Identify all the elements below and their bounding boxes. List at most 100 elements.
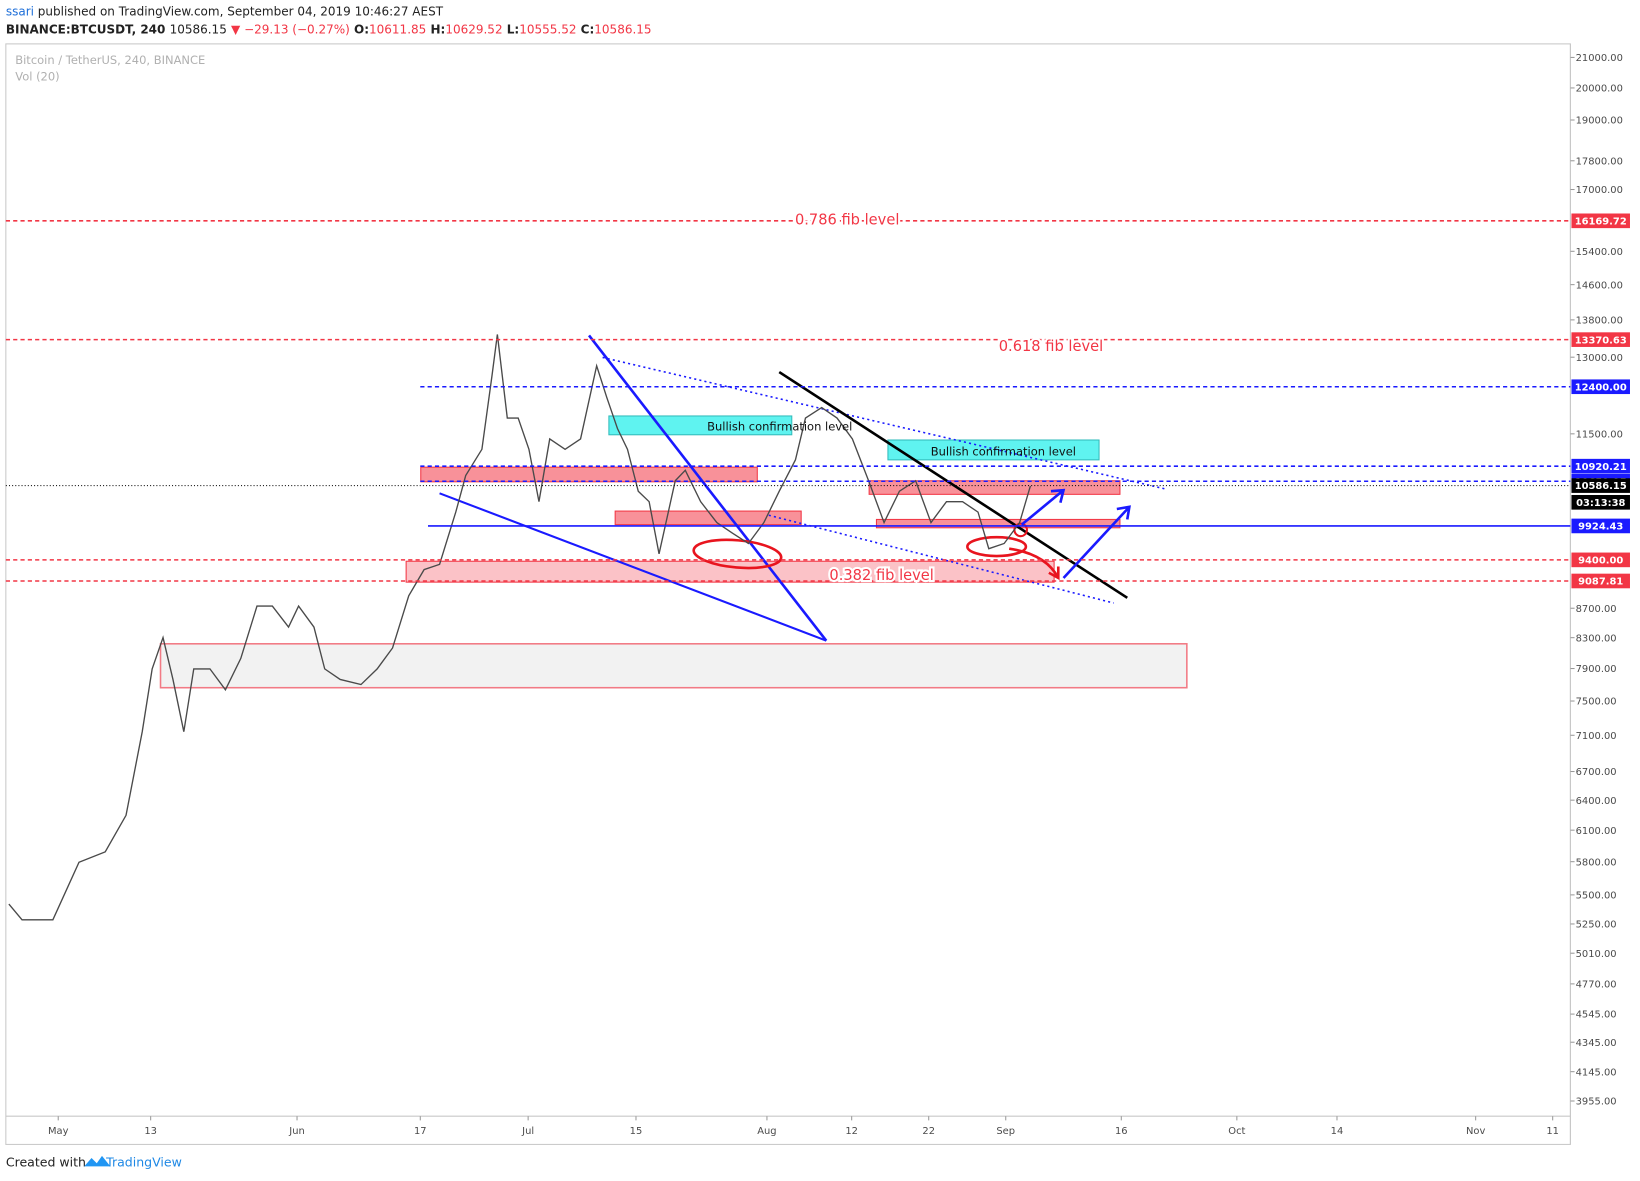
confirmation-box (887, 439, 1100, 461)
x-tick-label: 22 (922, 1126, 935, 1137)
arrow-head (1048, 566, 1060, 581)
zone-box (868, 480, 1121, 495)
y-tick-label: 7900.00 (1576, 664, 1617, 675)
countdown-badge (1571, 494, 1630, 510)
x-tick-label: Sep (996, 1126, 1015, 1137)
levels-layer: 16169.7213370.6312400.0010920.2110659.95… (5, 213, 1630, 589)
x-tick-label: May (48, 1126, 69, 1137)
trend-line (602, 356, 1167, 490)
y-tick-label: 21000.00 (1576, 53, 1623, 64)
y-tick-label: 17000.00 (1576, 185, 1623, 196)
level-label: 9087.81 (1578, 577, 1623, 588)
y-tick-label: 20000.00 (1576, 84, 1623, 95)
level-badge (1571, 518, 1630, 534)
arrow (1008, 547, 1060, 579)
y-tick-label: 8700.00 (1576, 604, 1617, 615)
arrow (1062, 505, 1131, 579)
ohlc-value: 10611.85 (369, 22, 426, 36)
x-tick-label: 15 (630, 1126, 643, 1137)
axis-layer: 21000.00 20000.00 19000.00 17800.00 17000.00… (48, 53, 1623, 1137)
level-badge (1571, 213, 1630, 229)
highlight-circle (692, 538, 783, 570)
y-tick-label: 4545.00 (1576, 1010, 1617, 1021)
level-badge (1571, 458, 1630, 474)
x-tick-label: 17 (414, 1126, 427, 1137)
y-tick-label: 8300.00 (1576, 633, 1617, 644)
y-tick-label: 14600.00 (1576, 280, 1623, 291)
change: ▼ −29.13 (−0.27%) (231, 22, 350, 36)
level-badge (1571, 379, 1630, 395)
x-tick-label: 14 (1331, 1126, 1344, 1137)
y-tick-label: 5800.00 (1576, 857, 1617, 868)
y-tick-label: 3955.00 (1576, 1097, 1617, 1108)
y-tick-label: 17800.00 (1576, 156, 1623, 167)
y-tick-label: 5010.00 (1576, 949, 1617, 960)
drawings (159, 334, 1188, 689)
level-label: 9924.43 (1578, 522, 1623, 533)
zone-box (875, 518, 1121, 529)
ohlc-label: H: (430, 22, 445, 36)
fib-label: 0.382 fib level (829, 567, 933, 584)
y-tick-label: 19000.00 (1576, 116, 1623, 127)
highlight-circle (966, 535, 1028, 558)
brand-logo[interactable] (84, 1155, 111, 1167)
volume-label: Vol (20) (15, 69, 59, 83)
brand-link[interactable]: TradingView (105, 1154, 182, 1169)
level-label: 10586.15 (1575, 481, 1627, 492)
ohlc-value: 10629.52 (445, 22, 502, 36)
x-tick-label: 11 (1546, 1126, 1559, 1137)
symbol-line: BINANCE:BTCUSDT, 240 10586.15 ▼ −29.13 (… (6, 22, 652, 36)
level-label: 10920.21 (1575, 462, 1627, 473)
trend-line (439, 492, 827, 642)
ohlc-label: C: (581, 22, 595, 36)
arrow (1020, 488, 1066, 526)
x-tick-label: Nov (1466, 1126, 1485, 1137)
x-tick-label: Jul (521, 1126, 534, 1137)
trend-line (768, 514, 1114, 604)
y-tick-label: 6400.00 (1576, 796, 1617, 807)
x-tick-label: 16 (1115, 1126, 1128, 1137)
level-label: 16169.72 (1575, 216, 1627, 227)
x-tick-label: 13 (144, 1126, 157, 1137)
y-tick-label: 5500.00 (1576, 891, 1617, 902)
y-tick-label: 7500.00 (1576, 697, 1617, 708)
ohlc-label: O: (354, 22, 369, 36)
confirmation-label: Bullish confirmation level (707, 420, 852, 434)
zone-box (159, 643, 1188, 689)
level-badge (1571, 573, 1630, 589)
y-tick-label: 7100.00 (1576, 731, 1617, 742)
x-tick-label: Aug (757, 1126, 776, 1137)
y-tick-label: 13800.00 (1576, 316, 1623, 327)
level-label: 9400.00 (1578, 556, 1623, 567)
fib-label: 0.618 fib level (999, 338, 1103, 355)
x-tick-label: 12 (845, 1126, 858, 1137)
zone-box (614, 510, 802, 526)
zone-box (405, 560, 1055, 583)
zone-box (420, 466, 758, 483)
y-tick-label: 4770.00 (1576, 980, 1617, 991)
chart-title: Bitcoin / TetherUS, 240, BINANCE (15, 53, 205, 67)
header-line: ssari published on TradingView.com, Sept… (6, 5, 444, 19)
level-badge (1571, 552, 1630, 568)
x-tick-label: Jun (288, 1126, 304, 1137)
y-tick-label: 6700.00 (1576, 767, 1617, 778)
ohlc-label: L: (507, 22, 519, 36)
series-layer (8, 334, 1032, 921)
published: published on TradingView.com, September … (38, 5, 444, 19)
countdown: 03:13:38 (1576, 498, 1625, 509)
fib-label: 0.786 fib level (795, 212, 899, 229)
x-tick-label: Oct (1228, 1126, 1245, 1137)
symbol: BINANCE:BTCUSDT, 240 (6, 22, 166, 36)
ohlc-value: 10586.15 (594, 22, 651, 36)
y-tick-label: 5250.00 (1576, 920, 1617, 931)
author[interactable]: ssari (6, 5, 34, 19)
y-tick-label: 13000.00 (1576, 353, 1623, 364)
y-tick-label: 4345.00 (1576, 1038, 1617, 1049)
footer-text: Created with (6, 1154, 86, 1169)
y-tick-label: 6100.00 (1576, 826, 1617, 837)
confirmation-label: Bullish confirmation level (931, 445, 1076, 459)
price-line (8, 334, 1032, 921)
y-tick-label: 4145.00 (1576, 1067, 1617, 1078)
